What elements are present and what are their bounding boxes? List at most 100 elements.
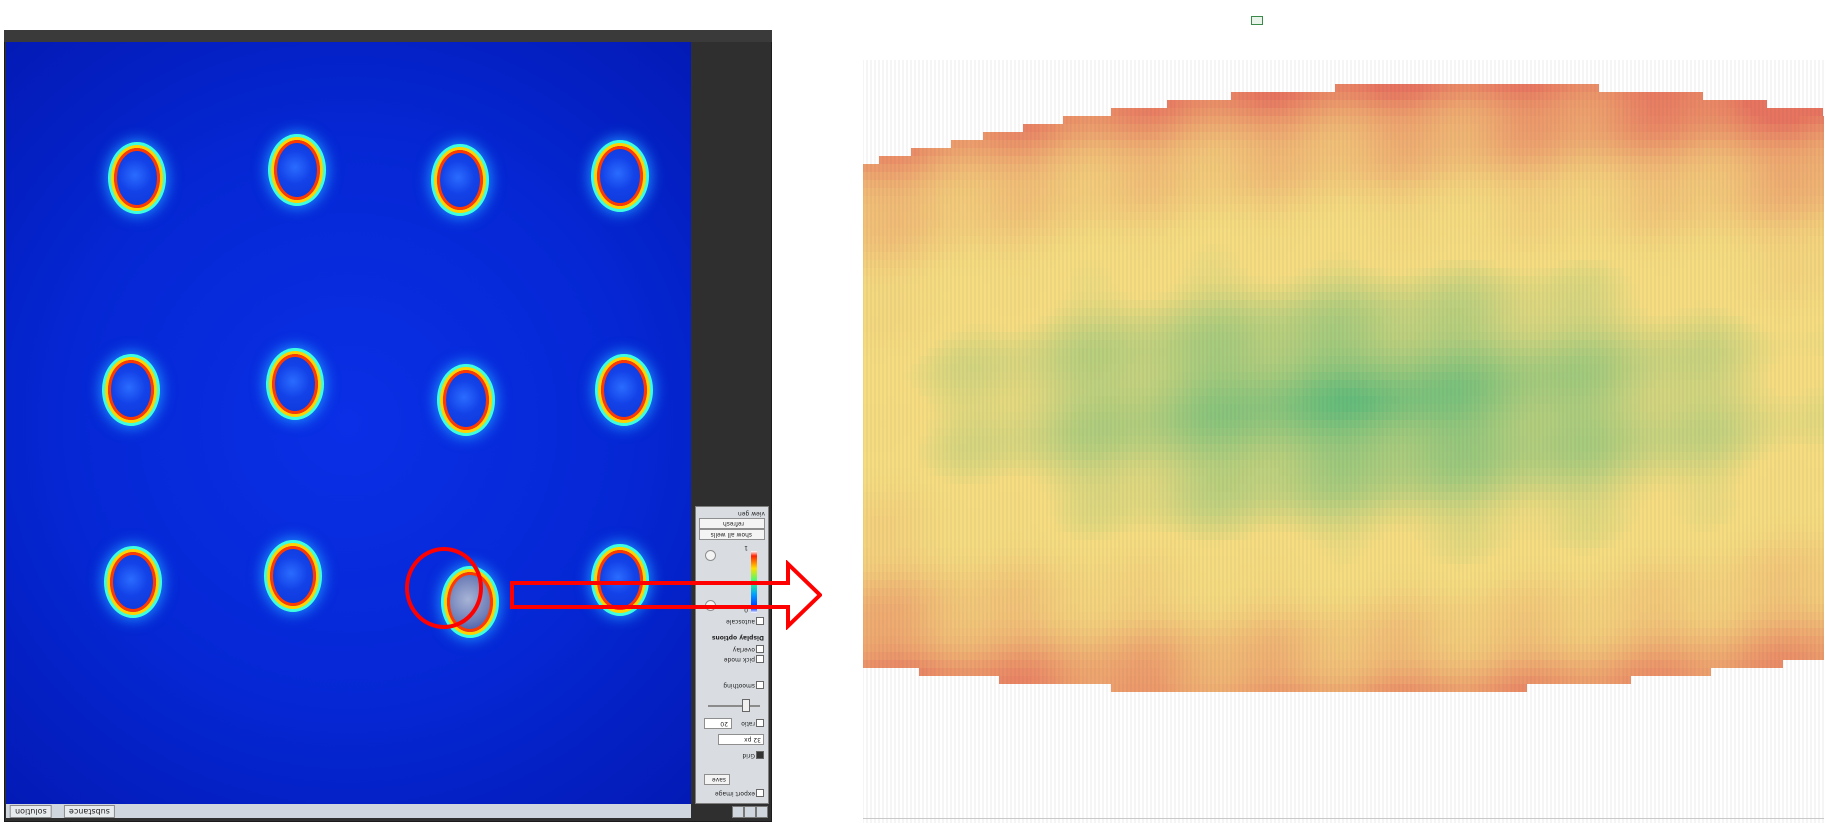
sample-well[interactable] [108,360,154,420]
sample-well[interactable] [597,550,643,610]
pick-mode-checkbox[interactable] [756,655,764,663]
tab-substance[interactable]: substance [64,805,115,818]
refresh-button[interactable]: refresh [699,518,765,529]
heatmap-cell [1247,300,1255,308]
grid-checkbox[interactable] [756,751,764,759]
heatmap-cell [1223,164,1231,172]
sample-well[interactable] [114,148,160,208]
heatmap-cell [991,172,999,180]
heatmap-cell [1655,100,1663,108]
sample-well[interactable] [601,360,647,420]
heatmap-cell [919,380,927,388]
ratio-checkbox[interactable] [756,719,764,727]
heatmap-cell [1471,388,1479,396]
heatmap-cell [1703,396,1711,404]
heatmap-cell [959,140,967,148]
heatmap-cell [1783,292,1791,300]
heatmap-cell [1391,132,1399,140]
heatmap-cell [1591,420,1599,428]
heatmap-cell [1207,228,1215,236]
heatmap-cell [1207,236,1215,244]
overlay-checkbox[interactable] [756,645,764,653]
heatmap-cell [1415,220,1423,228]
heatmap-cell [1295,180,1303,188]
heatmap-cell [1727,180,1735,188]
sample-well[interactable] [274,140,320,200]
heatmap-cell [1519,380,1527,388]
heatmap-cell [1223,412,1231,420]
sample-well[interactable] [437,150,483,210]
heatmap-cell [1071,236,1079,244]
export-image-checkbox[interactable] [756,789,764,797]
intensity-map-canvas[interactable] [6,42,691,804]
heatmap-cell [1759,340,1767,348]
heatmap-cell [1695,356,1703,364]
heatmap-cell [1199,188,1207,196]
heatmap-cell [1007,356,1015,364]
sample-well[interactable] [110,552,156,612]
heatmap-cell [1495,244,1503,252]
heatmap-cell [1743,316,1751,324]
sample-well[interactable] [270,546,316,606]
save-button[interactable]: save [704,774,730,785]
heatmap-cell [1695,180,1703,188]
heatmap-cell [1063,204,1071,212]
sample-well[interactable] [443,370,489,430]
heatmap-cell [1783,148,1791,156]
heatmap-cell [863,172,871,180]
heatmap-cell [1119,124,1127,132]
status-icon-3[interactable] [756,806,768,818]
heatmap-cell [903,212,911,220]
heatmap-cell [983,372,991,380]
heatmap-cell [1343,356,1351,364]
heatmap-cell [1479,420,1487,428]
heatmap-cell [1359,380,1367,388]
heatmap-cell [1223,244,1231,252]
heatmap-cell [1567,148,1575,156]
heatmap-cell [991,324,999,332]
slider-track[interactable] [708,705,760,707]
heatmap-cell [1423,420,1431,428]
smoothing-checkbox[interactable] [756,681,764,689]
heatmap-cell [1487,220,1495,228]
heatmap-cell [1639,244,1647,252]
heatmap-cell [1247,140,1255,148]
heatmap-cell [991,380,999,388]
heatmap-cell [1487,196,1495,204]
heatmap-cell [1591,260,1599,268]
heatmap-cell [1767,148,1775,156]
heatmap-cell [1199,412,1207,420]
heatmap-cell [1407,412,1415,420]
heatmap-cell [1383,348,1391,356]
heatmap-cell [1287,308,1295,316]
heatmap-cell [1143,212,1151,220]
heatmap-cell [1215,212,1223,220]
heatmap-cell [991,372,999,380]
heatmap-cell [1735,204,1743,212]
status-icon-1[interactable] [732,806,744,818]
heatmap-cell [1055,308,1063,316]
show-all-wells-button[interactable]: show all wells [699,529,765,540]
heatmap-cell [1151,412,1159,420]
heatmap-cell [1759,164,1767,172]
sample-well[interactable] [272,354,318,414]
ratio-input[interactable]: 20 [704,718,732,729]
status-icon-2[interactable] [744,806,756,818]
heatmap-cell [1735,100,1743,108]
refresh-label: refresh [722,520,744,527]
heatmap-cell [1751,164,1759,172]
heatmap-cell [863,308,871,316]
heatmap-cell [1399,100,1407,108]
slider-thumb[interactable] [741,699,750,712]
heatmap-cell [1175,100,1183,108]
heatmap-cell [871,300,879,308]
heatmap-cell [1607,412,1615,420]
heatmap-cell [1399,132,1407,140]
heatmap-cell [1423,204,1431,212]
tab-solution[interactable]: solution [10,805,52,818]
size-select[interactable]: 32 px [718,734,764,745]
heatmap-cell [1063,172,1071,180]
heatmap-cell [1631,132,1639,140]
heatmap-cell [1015,300,1023,308]
sample-well[interactable] [597,146,643,206]
